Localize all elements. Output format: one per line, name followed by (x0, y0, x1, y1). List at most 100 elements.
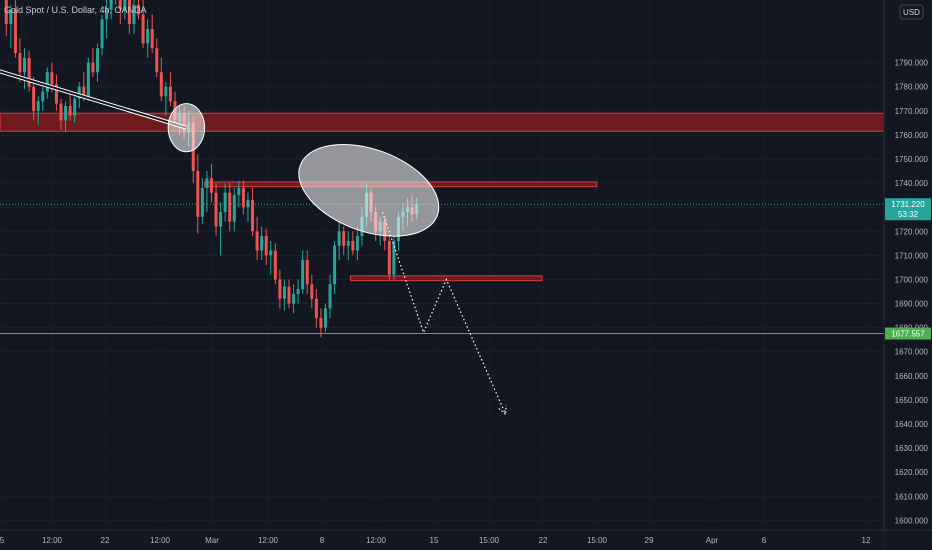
candle (223, 183, 227, 222)
drawings (0, 69, 507, 416)
candle (342, 226, 346, 256)
candle-body (305, 260, 309, 285)
price-tick-label: 1700.000 (895, 275, 929, 284)
candle (73, 96, 77, 123)
chart-title: Gold Spot / U.S. Dollar, 4h, OANDA (4, 5, 147, 15)
candle-body (287, 286, 291, 304)
time-tick-label: 15:00 (479, 536, 500, 545)
candle-body (282, 286, 286, 299)
candle (251, 187, 255, 237)
candle-body (9, 9, 13, 25)
candle (337, 221, 341, 261)
candle-body (73, 98, 77, 116)
candle (355, 226, 359, 261)
candle (4, 0, 8, 37)
price-tick-label: 1720.000 (895, 227, 929, 236)
currency-button[interactable]: USD (899, 4, 924, 20)
time-tick-label: 12:00 (150, 536, 171, 545)
candle-body (127, 0, 131, 25)
time-tick-label: 12:00 (42, 536, 63, 545)
candle-body (251, 199, 255, 232)
candle-body (301, 260, 305, 290)
candle (292, 284, 296, 314)
time-tick-label: 6 (762, 536, 767, 545)
price-axis-background (884, 0, 932, 550)
candle-body (132, 4, 136, 25)
candle (333, 240, 337, 294)
candle (323, 303, 327, 333)
candle-body (278, 279, 282, 299)
candle (109, 0, 113, 20)
candle-body (314, 298, 318, 318)
candle (387, 236, 391, 280)
candle (301, 250, 305, 294)
candle-body (205, 178, 209, 188)
resistance-zone-upper (0, 112, 885, 132)
candle (64, 101, 68, 133)
candle (314, 289, 318, 328)
candle (23, 48, 27, 90)
time-tick-label: 22 (101, 536, 110, 545)
candle (269, 240, 273, 275)
candle (232, 187, 236, 232)
candle-body (237, 187, 241, 196)
candle (36, 96, 40, 126)
candle-body (255, 231, 259, 251)
candle (351, 231, 355, 256)
candle-body (310, 284, 314, 299)
candle-body (123, 0, 127, 10)
candle-body (27, 57, 31, 87)
candle-body (260, 236, 264, 251)
projection-arrowhead (498, 405, 507, 416)
candle (32, 77, 36, 121)
candle (255, 216, 259, 261)
candle-body (118, 0, 122, 10)
candle-body (32, 86, 36, 111)
candle-body (105, 9, 109, 20)
time-tick-label: 15:00 (587, 536, 608, 545)
candle-body (50, 72, 54, 85)
candle (105, 0, 109, 39)
candle-body (196, 171, 200, 217)
candle-body (337, 231, 341, 246)
highlight-ellipse (298, 143, 440, 237)
price-tick-label: 1690.000 (895, 300, 929, 309)
time-tick-label: 12:00 (366, 536, 387, 545)
candle (150, 14, 154, 53)
candle-body (155, 48, 159, 73)
candle-body (91, 62, 95, 73)
candle (200, 178, 204, 225)
candle (155, 38, 159, 78)
candle (146, 19, 150, 58)
price-tick-label: 1660.000 (895, 372, 929, 381)
price-tick-label: 1620.000 (895, 468, 929, 477)
price-tick-label: 1670.000 (895, 348, 929, 357)
candle (237, 180, 241, 208)
candle-body (23, 57, 27, 73)
candle-body (346, 240, 350, 246)
candle (132, 0, 136, 34)
candle-body (59, 103, 63, 121)
candle-body (146, 28, 150, 44)
candle-body (392, 240, 396, 275)
grid (0, 62, 884, 521)
candle (18, 38, 22, 82)
candle-body (68, 106, 72, 116)
price-tick-label: 1640.000 (895, 420, 929, 429)
candle (346, 231, 350, 261)
candles (4, 0, 419, 338)
candle-body (64, 106, 68, 121)
time-axis[interactable]: 5 12:00 22 12:00 Mar 12:00 8 12:00 15 15:00 22 15:0… (0, 536, 871, 545)
candle-body (86, 62, 90, 97)
candle (164, 81, 168, 116)
candle-body (228, 192, 232, 222)
currency-label: USD (903, 8, 920, 17)
candle (86, 57, 90, 102)
candle-body (351, 240, 355, 251)
time-tick-label: Apr (706, 536, 719, 545)
price-tick-label: 1760.000 (895, 131, 929, 140)
candle-body (45, 72, 49, 92)
candle (273, 243, 277, 285)
candle-body (18, 53, 22, 73)
